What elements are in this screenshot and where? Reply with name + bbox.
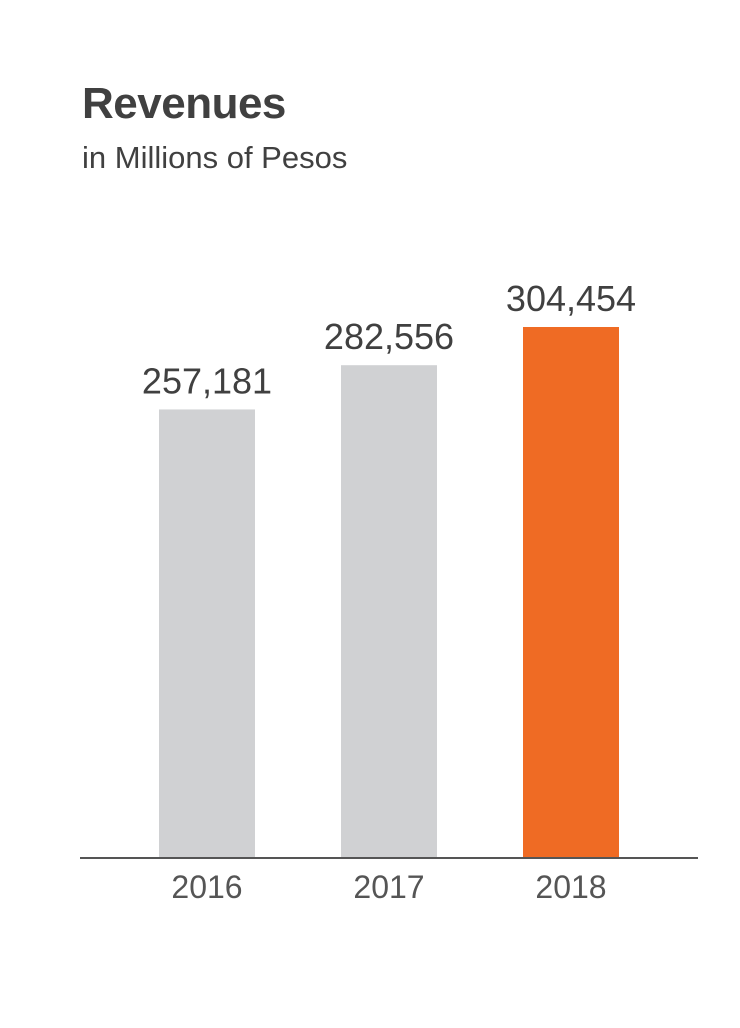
bar-2018 bbox=[523, 327, 619, 858]
x-tick-label-2017: 2017 bbox=[353, 869, 424, 905]
chart-subtitle: in Millions of Pesos bbox=[82, 140, 348, 175]
value-label-2016: 257,181 bbox=[142, 360, 272, 401]
value-labels-group: 257,181 282,556 304,454 bbox=[142, 278, 636, 401]
x-tick-label-2018: 2018 bbox=[535, 869, 606, 905]
chart-title: Revenues bbox=[82, 79, 286, 128]
bar-2017 bbox=[341, 365, 437, 858]
bar-2016 bbox=[159, 409, 255, 858]
value-label-2017: 282,556 bbox=[324, 316, 454, 357]
tick-labels-group: 2016 2017 2018 bbox=[171, 869, 606, 905]
x-tick-label-2016: 2016 bbox=[171, 869, 242, 905]
value-label-2018: 304,454 bbox=[506, 278, 636, 319]
bars-group bbox=[159, 327, 619, 858]
